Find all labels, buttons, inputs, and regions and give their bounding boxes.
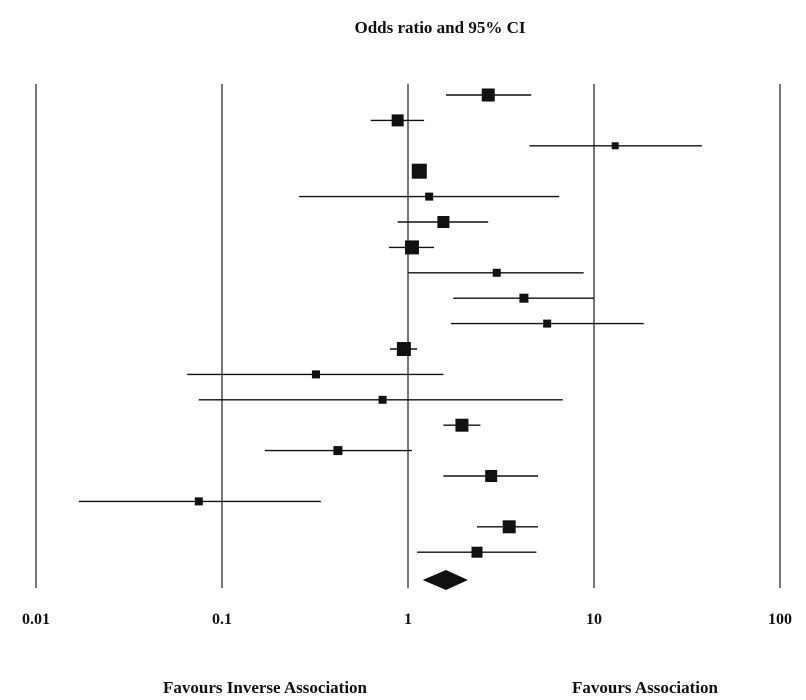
study-point-estimate [404, 240, 419, 255]
x-tick-label: 1 [404, 611, 412, 628]
confidence-intervals [78, 94, 702, 553]
x-axis-tick-labels: 0.01 0.1 1 10 100 [22, 611, 792, 628]
study-point-estimate [481, 88, 495, 102]
study-point-estimate [543, 319, 552, 328]
x-tick-label: 10 [586, 611, 602, 628]
study-point-estimate [333, 446, 343, 456]
favours-association-label: Favours Association [572, 678, 718, 697]
study-point-estimate [411, 163, 427, 179]
x-tick-label: 0.01 [22, 611, 50, 628]
study-point-estimate [485, 470, 498, 482]
pooled-diamond [422, 570, 468, 590]
study-point-estimate [455, 418, 469, 432]
study-point-estimate [194, 497, 203, 506]
favours-inverse-label: Favours Inverse Association [163, 678, 368, 697]
grid-lines [35, 84, 781, 588]
point-estimates [194, 88, 619, 558]
study-point-estimate [437, 216, 450, 228]
pooled-estimate [422, 570, 468, 590]
study-point-estimate [492, 268, 501, 277]
study-point-estimate [396, 342, 411, 356]
study-point-estimate [502, 520, 516, 534]
study-point-estimate [391, 114, 404, 127]
study-point-estimate [425, 192, 434, 201]
chart-title: Odds ratio and 95% CI [355, 18, 526, 37]
study-point-estimate [311, 370, 320, 379]
study-point-estimate [471, 546, 483, 558]
x-tick-label: 100 [768, 611, 792, 628]
study-point-estimate [611, 142, 619, 150]
study-point-estimate [378, 395, 387, 404]
study-point-estimate [519, 293, 529, 303]
x-tick-label: 0.1 [212, 611, 232, 628]
